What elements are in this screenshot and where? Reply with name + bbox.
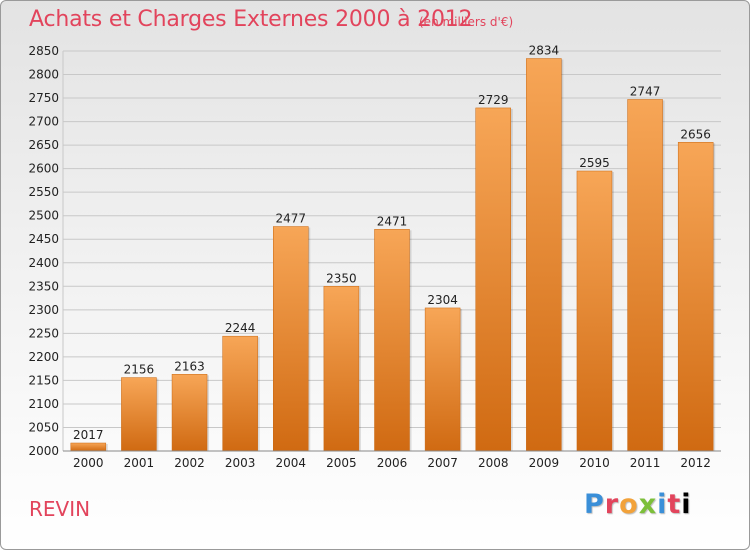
y-tick-label: 2700 <box>28 115 59 129</box>
data-label-2009: 2834 <box>529 44 560 58</box>
y-tick-label: 2050 <box>28 420 59 434</box>
y-tick-label: 2200 <box>28 350 59 364</box>
y-tick-label: 2000 <box>28 444 59 458</box>
x-tick-label: 2006 <box>377 456 408 470</box>
chart-subtitle: (en milliers d'€) <box>419 15 514 29</box>
x-tick-label: 2005 <box>326 456 357 470</box>
data-label-2010: 2595 <box>579 156 610 170</box>
x-tick-label: 2009 <box>529 456 560 470</box>
y-tick-label: 2500 <box>28 209 59 223</box>
y-tick-label: 2100 <box>28 397 59 411</box>
bar-2006 <box>374 229 410 452</box>
city-name: REVIN <box>29 497 91 521</box>
chart-title: Achats et Charges Externes 2000 à 2012 <box>29 7 473 32</box>
y-tick-label: 2550 <box>28 185 59 199</box>
bar-2005 <box>323 286 360 452</box>
data-label-2004: 2477 <box>275 212 306 226</box>
y-tick-label: 2150 <box>28 373 59 387</box>
y-tick-label: 2250 <box>28 326 59 340</box>
data-labels: 2017 2156 2163 2244 2477 2350 2471 2304 2729 2834… <box>73 44 711 442</box>
bar-2011 <box>627 99 663 452</box>
data-label-2011: 2747 <box>630 84 661 98</box>
y-tick-label: 2350 <box>28 279 59 293</box>
brand-logo: Proxiti <box>584 489 692 520</box>
y-tick-label: 2850 <box>28 44 59 58</box>
x-tick-label: 2000 <box>73 456 104 470</box>
data-label-2001: 2156 <box>124 363 155 377</box>
x-tick-label: 2007 <box>427 456 458 470</box>
bar-2000 <box>70 442 107 452</box>
bar-2003 <box>222 335 258 452</box>
y-tick-label: 2750 <box>28 91 59 105</box>
y-tick-label: 2600 <box>28 162 59 176</box>
y-tick-label: 2300 <box>28 303 59 317</box>
x-tick-label: 2001 <box>124 456 155 470</box>
bar-2007 <box>424 307 461 452</box>
x-tick-label: 2008 <box>478 456 509 470</box>
data-label-2002: 2163 <box>174 359 205 373</box>
y-tick-label: 2800 <box>28 68 59 82</box>
x-tick-label: 2004 <box>275 456 306 470</box>
data-label-2008: 2729 <box>478 93 509 107</box>
data-label-2000: 2017 <box>73 428 104 442</box>
x-tick-label: 2011 <box>630 456 661 470</box>
data-label-2005: 2350 <box>326 271 357 285</box>
x-tick-label: 2002 <box>174 456 205 470</box>
data-label-2006: 2471 <box>377 214 408 228</box>
data-label-2007: 2304 <box>427 293 458 307</box>
x-tick-label: 2010 <box>579 456 610 470</box>
y-tick-label: 2450 <box>28 232 59 246</box>
bar-2002 <box>171 374 208 452</box>
bar-2004 <box>273 226 309 452</box>
data-label-2012: 2656 <box>680 127 711 141</box>
x-tick-label: 2003 <box>225 456 256 470</box>
bars <box>70 58 716 452</box>
y-axis: 2000 2050 2100 2150 2200 2250 2300 2350 2400 2450… <box>28 44 59 458</box>
bar-2009 <box>526 58 562 452</box>
data-label-2003: 2244 <box>225 321 256 335</box>
x-tick-label: 2012 <box>680 456 711 470</box>
bar-2001 <box>121 377 157 452</box>
bar-2008 <box>475 107 511 452</box>
bar-2012 <box>677 142 714 452</box>
x-axis: 2000 2001 2002 2003 2004 2005 2006 2007 2008 2009… <box>63 450 721 470</box>
bar-2010 <box>576 170 613 452</box>
y-tick-label: 2650 <box>28 138 59 152</box>
y-tick-label: 2400 <box>28 256 59 270</box>
